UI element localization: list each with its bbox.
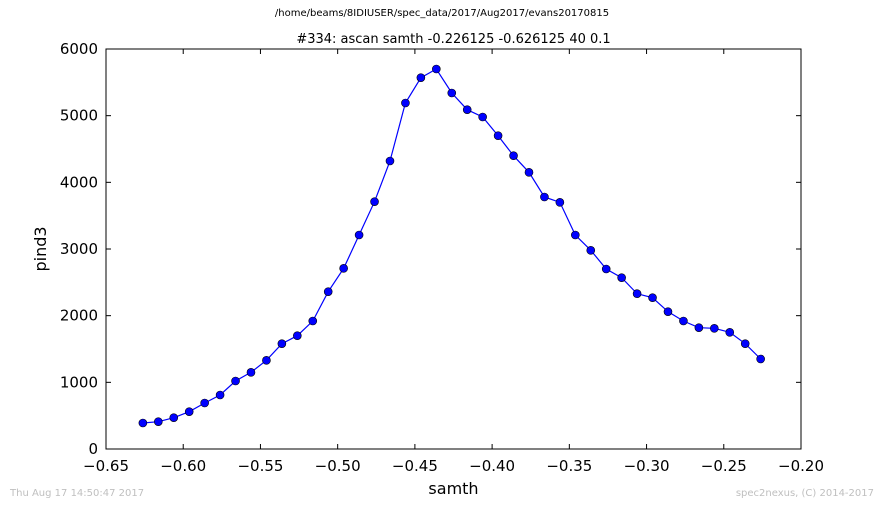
data-point: [169, 413, 179, 422]
data-point: [663, 307, 673, 316]
x-tick-label: −0.25: [701, 457, 747, 475]
data-point: [555, 198, 565, 207]
x-tick-label: −0.50: [315, 457, 361, 475]
data-point: [509, 151, 518, 160]
data-point: [385, 156, 395, 166]
plot-area: [105, 48, 802, 450]
data-point: [138, 418, 148, 428]
data-point: [293, 331, 302, 340]
y-tick-label: 2000: [60, 307, 98, 325]
data-point: [401, 98, 410, 108]
y-axis-label: pind3: [31, 226, 50, 271]
data-point: [710, 324, 719, 333]
plot-timestamp: Thu Aug 17 14:50:47 2017: [10, 488, 145, 499]
data-point: [478, 112, 487, 122]
data-series-line: [142, 68, 762, 424]
y-tick-label: 0: [88, 440, 98, 458]
data-point: [215, 390, 225, 400]
data-point: [540, 192, 549, 202]
data-point: [632, 289, 642, 298]
data-point: [648, 293, 657, 302]
data-point: [756, 354, 765, 364]
data-point: [617, 273, 626, 282]
file-path-title: /home/beams/8IDIUSER/spec_data/2017/Aug2…: [274, 8, 610, 19]
y-tick-label: 6000: [60, 40, 98, 58]
x-tick-label: −0.65: [83, 457, 129, 475]
x-tick-label: −0.60: [160, 457, 206, 475]
data-point: [725, 328, 735, 337]
data-point: [524, 168, 534, 177]
data-point: [694, 323, 704, 332]
data-point: [184, 407, 194, 416]
data-point: [679, 316, 688, 326]
data-point: [308, 316, 318, 326]
data-point: [432, 64, 441, 74]
y-tick-label: 4000: [60, 173, 98, 191]
y-tick-label: 5000: [60, 107, 98, 125]
data-point: [447, 88, 457, 98]
data-point: [231, 376, 240, 386]
credit-text: spec2nexus, (C) 2014-2017: [735, 488, 874, 499]
data-point: [416, 73, 426, 82]
data-point: [493, 131, 503, 140]
y-tick-label: 3000: [60, 240, 98, 258]
x-axis: −0.65 −0.60 −0.55 −0.50 −0.45 −0.40 −0.35 −0.30…: [83, 49, 824, 475]
data-point: [586, 246, 596, 255]
data-point: [354, 230, 364, 240]
data-points: [138, 64, 765, 428]
data-point: [740, 339, 750, 348]
chart-title: #334: ascan samth -0.226125 -0.626125 40…: [296, 32, 610, 47]
y-tick-label: 1000: [60, 373, 98, 391]
data-point: [262, 356, 271, 365]
x-tick-label: −0.45: [392, 457, 438, 475]
data-point: [277, 339, 287, 348]
y-axis: 0 1000 2000 3000 4000 5000 6000: [60, 40, 801, 458]
data-point: [370, 197, 379, 206]
data-point: [339, 264, 348, 273]
x-tick-label: −0.20: [778, 457, 824, 475]
data-point: [246, 368, 256, 377]
data-point: [200, 398, 209, 408]
x-tick-label: −0.40: [469, 457, 515, 475]
data-point: [154, 417, 163, 426]
x-tick-label: −0.30: [624, 457, 670, 475]
data-point: [323, 287, 333, 296]
data-point: [571, 230, 580, 240]
x-axis-label: samth: [428, 479, 478, 498]
data-point: [462, 105, 472, 114]
data-point: [601, 264, 611, 274]
x-tick-label: −0.55: [237, 457, 283, 475]
x-tick-label: −0.35: [546, 457, 592, 475]
